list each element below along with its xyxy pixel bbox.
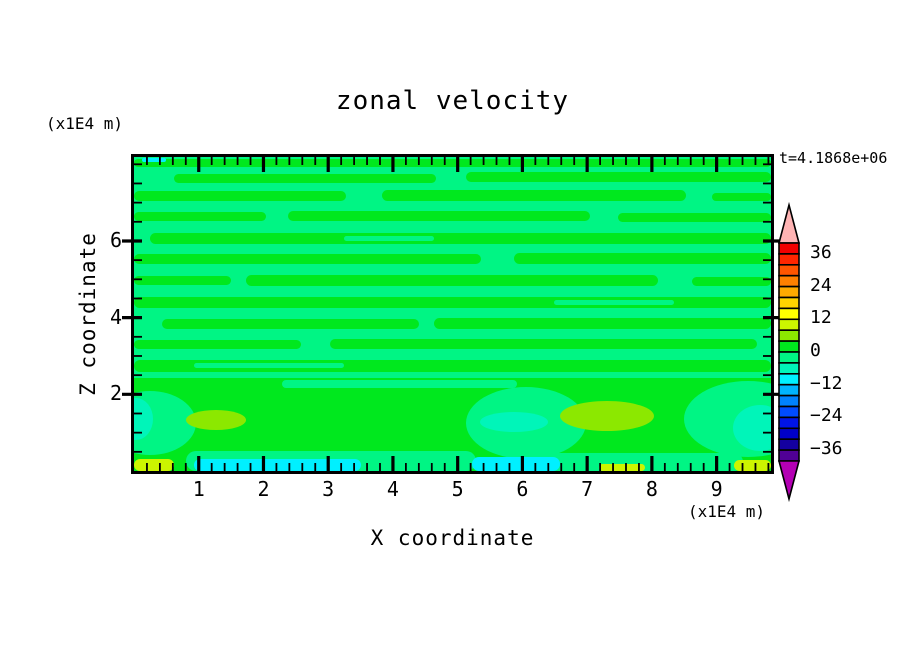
x-tick-labels: 1 2 3 4 5 6 7 8 9 [134, 477, 771, 503]
x-tick-label: 1 [193, 477, 205, 501]
colorbar-labels: 36 24 12 0 −12 −24 −36 [810, 203, 870, 503]
x-axis-unit-label: (x1E4 m) [688, 502, 765, 521]
axis-ticks [134, 157, 771, 471]
y-tick-label: 2 [110, 381, 122, 405]
colorbar [777, 203, 801, 503]
colorbar-tick-label: 36 [810, 242, 832, 263]
x-tick-label: 2 [257, 477, 269, 501]
x-tick-label: 3 [322, 477, 334, 501]
plot-area [131, 154, 774, 474]
x-axis-label: X coordinate [131, 526, 774, 550]
colorbar-tick-label: 12 [810, 307, 832, 328]
x-tick-label: 7 [581, 477, 593, 501]
colorbar-tick-label: −24 [810, 405, 843, 426]
colorbar-tick-label: −36 [810, 438, 843, 459]
y-tick-label: 6 [110, 228, 122, 252]
colorbar-tick-label: −12 [810, 373, 843, 394]
y-tick-label: 4 [110, 305, 122, 329]
x-tick-label: 6 [516, 477, 528, 501]
x-tick-label: 8 [646, 477, 658, 501]
y-axis-label: Z coordinate [76, 232, 100, 396]
x-tick-label: 4 [387, 477, 399, 501]
y-axis-unit-label: (x1E4 m) [46, 114, 123, 133]
x-tick-label: 5 [452, 477, 464, 501]
y-tick-labels: 2 4 6 [0, 157, 126, 471]
time-label: t=4.1868e+06 [779, 149, 887, 167]
colorbar-tick-label: 0 [810, 340, 821, 361]
colorbar-tick-label: 24 [810, 275, 832, 296]
chart-title: zonal velocity [131, 86, 774, 116]
x-tick-label: 9 [711, 477, 723, 501]
